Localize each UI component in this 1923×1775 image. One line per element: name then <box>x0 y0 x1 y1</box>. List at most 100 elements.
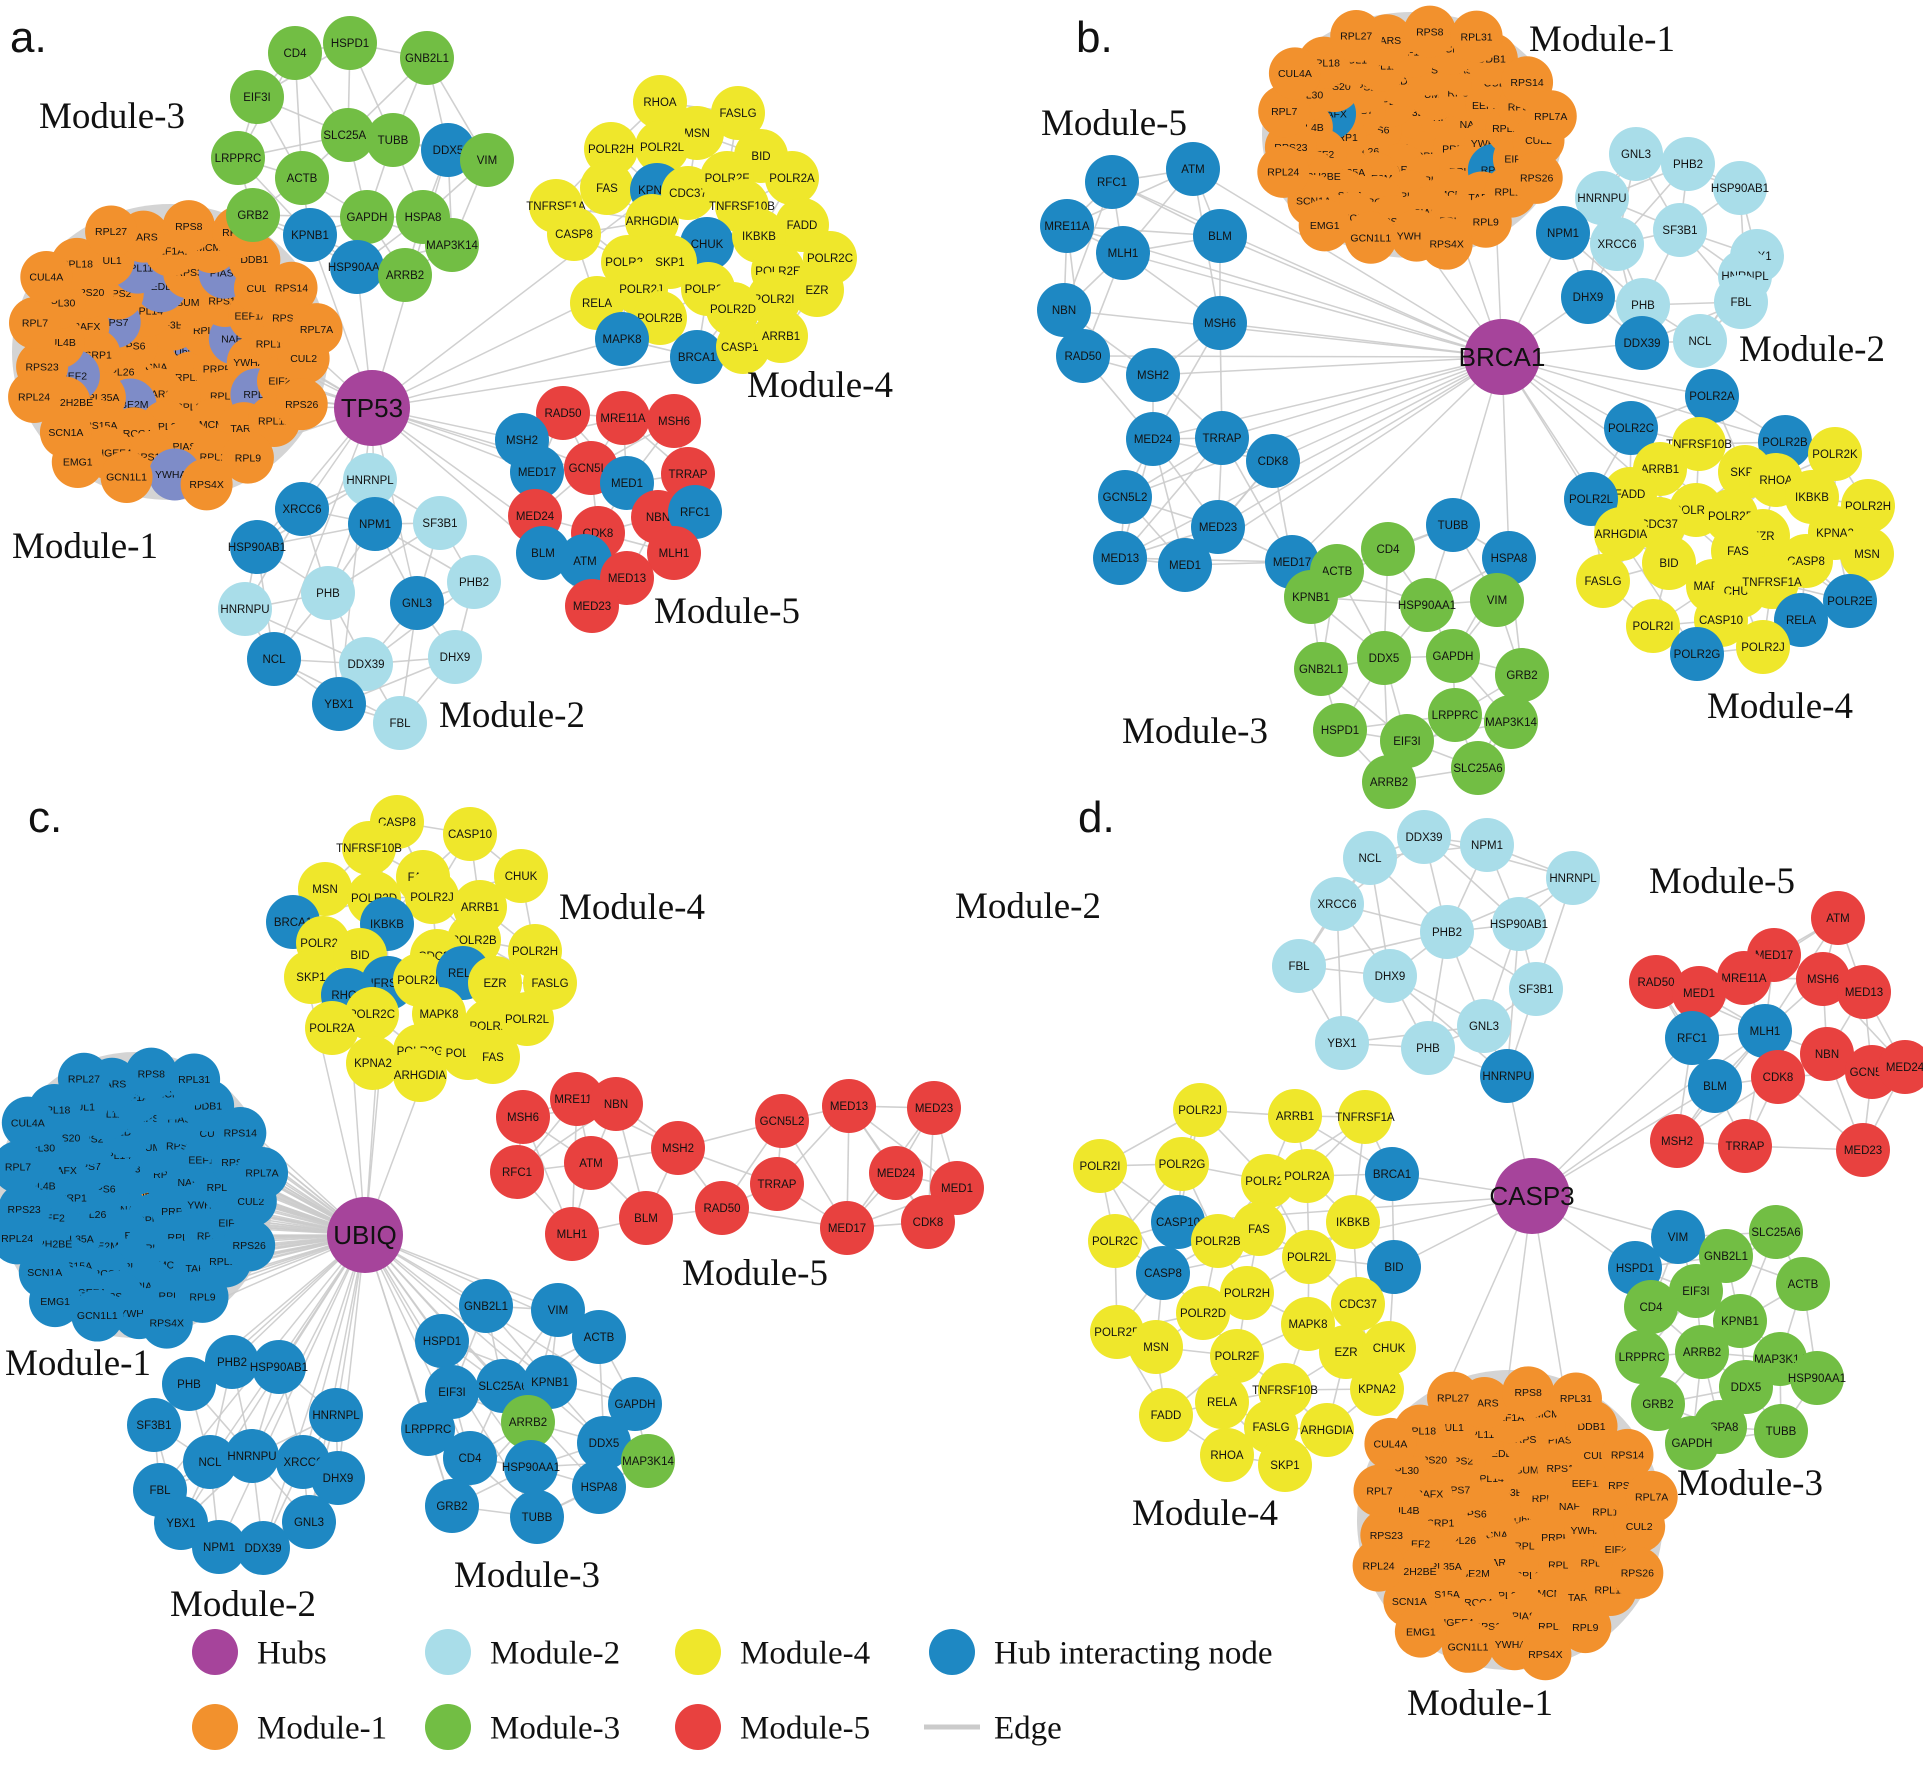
node-label-SF3B1: SF3B1 <box>1662 225 1697 237</box>
node-circle-POLR2A <box>765 151 819 205</box>
node-label-CDK8: CDK8 <box>1763 1072 1794 1084</box>
node-circle-POLR2G <box>1670 627 1724 681</box>
node-circle-CUL4A <box>1 1096 54 1149</box>
node-NBN: NBN <box>1800 1027 1854 1081</box>
node-HSP90AB1: HSP90AB1 <box>228 520 286 574</box>
node-label-EMG1: EMG1 <box>1406 1626 1436 1638</box>
node-label-POLR2B: POLR2B <box>1762 437 1808 449</box>
node-label-RPL9: RPL9 <box>1473 216 1499 228</box>
node-circle-CD4 <box>443 1431 497 1485</box>
node-SF3B1: SF3B1 <box>127 1398 181 1452</box>
node-label-RELA: RELA <box>582 298 612 310</box>
node-circle-ARRB2 <box>378 248 432 302</box>
node-MAPK8: MAPK8 <box>595 312 649 366</box>
node-label-NPM1: NPM1 <box>1547 228 1579 240</box>
node-MED23: MED23 <box>565 579 619 633</box>
node-label-POLR2K: POLR2K <box>1812 449 1858 461</box>
node-EZR: EZR <box>1319 1325 1373 1379</box>
node-label-CUL4A: CUL4A <box>1278 68 1312 80</box>
legend-item-module-2: Module-2 <box>425 1629 620 1675</box>
node-label-MED23: MED23 <box>573 601 611 613</box>
hub-circle <box>1464 319 1540 395</box>
node-label-EIF3I: EIF3I <box>243 92 270 104</box>
node-label-POLR2C: POLR2C <box>1092 1236 1138 1248</box>
node-ARHGDIA: ARHGDIA <box>393 1048 447 1102</box>
node-circle-MED24 <box>1126 412 1180 466</box>
node-label-RPS8: RPS8 <box>138 1068 166 1080</box>
node-RPS4X: RPS4X <box>180 458 233 511</box>
node-YBX1: YBX1 <box>1315 1016 1369 1070</box>
node-CD4: CD4 <box>268 26 322 80</box>
node-label-ARRB1: ARRB1 <box>461 902 499 914</box>
legend-label: Module-4 <box>740 1636 870 1672</box>
module-label-module-2: Module-2 <box>1739 329 1885 370</box>
node-circle-RELA <box>1774 593 1828 647</box>
node-circle-RPL24 <box>0 1212 44 1265</box>
node-label-RPS4X: RPS4X <box>1429 238 1463 250</box>
node-circle-MED23 <box>1836 1123 1890 1177</box>
node-label-POLR2H: POLR2H <box>512 946 558 958</box>
node-label-MRE11A: MRE11A <box>554 1094 599 1106</box>
node-label-XRCC6: XRCC6 <box>284 1457 323 1469</box>
node-DDX5: DDX5 <box>1357 631 1411 685</box>
node-circle-MAP3K14 <box>621 1434 675 1488</box>
node-circle-HNRNPU <box>218 582 272 636</box>
node-circle-MED24 <box>1878 1040 1923 1094</box>
node-label-FADD: FADD <box>1151 1410 1182 1422</box>
node-label-RHOA: RHOA <box>1759 475 1793 487</box>
module-label-module-1: Module-1 <box>12 526 158 567</box>
node-VIM: VIM <box>1470 573 1524 627</box>
node-label-GAPDH: GAPDH <box>1672 1438 1713 1450</box>
panel-letter: b. <box>1076 13 1113 62</box>
node-YBX1: YBX1 <box>312 677 366 731</box>
node-label-ARHGDIA: ARHGDIA <box>394 1070 447 1082</box>
node-label-RPS26: RPS26 <box>1520 173 1553 185</box>
node-label-RPS26: RPS26 <box>233 1240 266 1252</box>
node-RELA: RELA <box>1195 1375 1249 1429</box>
node-GAPDH: GAPDH <box>1665 1416 1719 1470</box>
node-label-RPL31: RPL31 <box>178 1074 210 1086</box>
node-label-ARRB2: ARRB2 <box>386 270 424 282</box>
node-circle-BLM <box>619 1191 673 1245</box>
node-GNL3: GNL3 <box>1457 999 1511 1053</box>
node-label-GAPDH: GAPDH <box>347 212 388 224</box>
node-circle-RPL24 <box>1352 1539 1405 1592</box>
node-circle-POLR2L <box>1564 472 1618 526</box>
node-label-RPL9: RPL9 <box>235 452 261 464</box>
node-circle-POLR2L <box>635 120 689 174</box>
node-HNRNPL: HNRNPL <box>343 453 397 507</box>
node-MED1: MED1 <box>1158 538 1212 592</box>
node-label-TRRAP: TRRAP <box>1203 433 1242 445</box>
node-label-MED23: MED23 <box>1844 1145 1882 1157</box>
node-label-POLR2A: POLR2A <box>309 1023 355 1035</box>
node-label-GNB2L1: GNB2L1 <box>1299 664 1343 676</box>
node-HNRNPU: HNRNPU <box>225 1429 279 1483</box>
node-label-POLR2J: POLR2J <box>1741 642 1784 654</box>
node-label-RPL31: RPL31 <box>1461 31 1493 43</box>
node-DDX39: DDX39 <box>236 1521 290 1575</box>
node-label-HSP90AA1: HSP90AA1 <box>1788 1373 1846 1385</box>
node-circle-ATM <box>1166 142 1220 196</box>
hub-label-TP53: TP53 <box>341 393 403 423</box>
node-label-MSN: MSN <box>312 884 338 896</box>
node-circle-HSP90AB1 <box>1492 897 1546 951</box>
node-circle-RPL7 <box>0 1141 44 1194</box>
module-label-module-4: Module-4 <box>747 365 893 406</box>
node-label-HSP90AA1: HSP90AA1 <box>1398 600 1456 612</box>
node-HSPD1: HSPD1 <box>415 1314 469 1368</box>
node-label-TNFRSF10B: TNFRSF10B <box>1666 439 1732 451</box>
node-label-MED24: MED24 <box>1886 1062 1923 1074</box>
node-label-CUL4A: CUL4A <box>29 272 63 284</box>
node-circle-CDK8 <box>1246 434 1300 488</box>
node-RPL27: RPL27 <box>57 1052 110 1105</box>
legend-item-module-1: Module-1 <box>192 1704 387 1750</box>
node-POLR2J: POLR2J <box>405 870 459 924</box>
node-circle-TUBB <box>510 1490 564 1544</box>
node-GNB2L1: GNB2L1 <box>400 31 454 85</box>
node-DHX9: DHX9 <box>1363 949 1417 1003</box>
node-RPL9: RPL9 <box>176 1270 229 1323</box>
node-label-POLR2L: POLR2L <box>1569 494 1614 506</box>
node-circle-RPL7 <box>9 297 62 350</box>
node-POLR2L: POLR2L <box>1564 472 1618 526</box>
node-label-BRCA1: BRCA1 <box>678 352 716 364</box>
